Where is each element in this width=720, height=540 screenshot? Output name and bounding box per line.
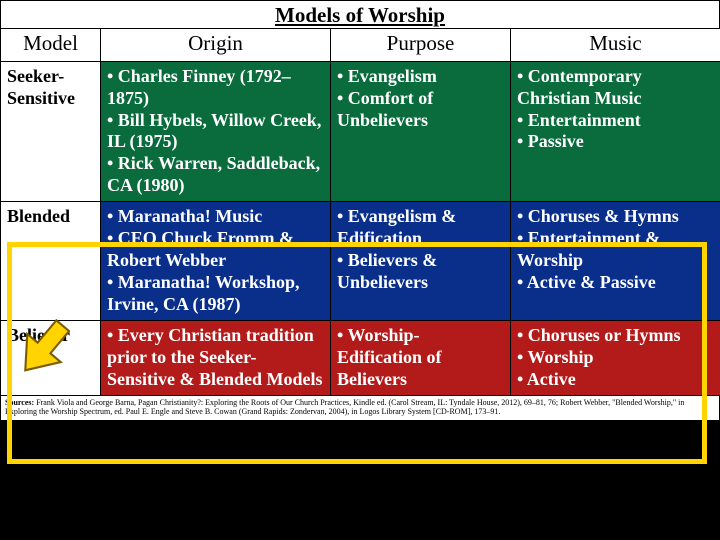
- worship-models-table: Model Origin Purpose Music Seeker-Sensit…: [0, 28, 720, 396]
- col-origin: Origin: [101, 29, 331, 62]
- col-model: Model: [1, 29, 101, 62]
- cell-purpose: • Evangelism & Edification• Believers & …: [331, 202, 511, 321]
- table-header-row: Model Origin Purpose Music: [1, 29, 720, 62]
- cell-music: • Choruses & Hymns• Entertainment & Wors…: [511, 202, 720, 321]
- table-row: Believer • Every Christian tradition pri…: [1, 321, 720, 396]
- cell-model: Blended: [1, 202, 101, 321]
- col-music: Music: [511, 29, 720, 62]
- cell-music: • Contemporary Christian Music• Entertai…: [511, 61, 720, 202]
- cell-model: Believer: [1, 321, 101, 396]
- table-row: Seeker-Sensitive • Charles Finney (1792–…: [1, 61, 720, 202]
- col-purpose: Purpose: [331, 29, 511, 62]
- sources-footer: Sources: Frank Viola and George Barna, P…: [0, 396, 720, 421]
- cell-origin: • Maranatha! Music• CEO Chuck Fromm & Ro…: [101, 202, 331, 321]
- cell-origin: • Charles Finney (1792–1875)• Bill Hybel…: [101, 61, 331, 202]
- sources-text: Frank Viola and George Barna, Pagan Chri…: [5, 398, 684, 416]
- page-title: Models of Worship: [0, 0, 720, 28]
- sources-label: Sources:: [5, 398, 34, 407]
- cell-model: Seeker-Sensitive: [1, 61, 101, 202]
- cell-purpose: • Worship-Edification of Believers: [331, 321, 511, 396]
- cell-music: • Choruses or Hymns• Worship• Active: [511, 321, 720, 396]
- cell-purpose: • Evangelism• Comfort of Unbelievers: [331, 61, 511, 202]
- table-row: Blended • Maranatha! Music• CEO Chuck Fr…: [1, 202, 720, 321]
- cell-origin: • Every Christian tradition prior to the…: [101, 321, 331, 396]
